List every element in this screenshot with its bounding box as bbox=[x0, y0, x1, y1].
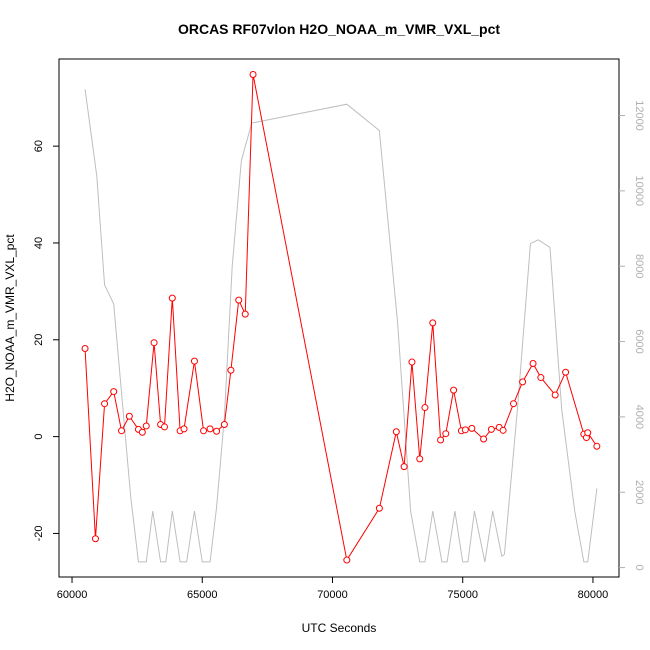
data-point bbox=[437, 436, 445, 444]
data-point bbox=[421, 404, 429, 412]
data-point bbox=[537, 374, 545, 382]
data-point bbox=[138, 428, 146, 436]
secondary-series-line bbox=[84, 89, 598, 563]
y-tick-label: 0 bbox=[33, 434, 45, 440]
data-point bbox=[442, 430, 450, 438]
data-point bbox=[101, 400, 109, 408]
data-point bbox=[91, 535, 99, 543]
data-point bbox=[180, 425, 188, 433]
y2-tick-label: 4000 bbox=[633, 405, 645, 429]
y2-tick-label: 10000 bbox=[633, 176, 645, 207]
x-tick-label: 80000 bbox=[578, 589, 609, 601]
y-axis-label: H2O_NOAA_m_VMR_VXL_pct bbox=[3, 234, 17, 402]
data-point bbox=[241, 310, 249, 318]
chart-title: ORCAS RF07vlon H2O_NOAA_m_VMR_VXL_pct bbox=[178, 21, 500, 37]
y-tick-label: 40 bbox=[33, 237, 45, 249]
data-point bbox=[220, 421, 228, 429]
x-tick-label: 65000 bbox=[187, 589, 218, 601]
axes: 60000 65000 70000 75000 80000 -20 0 20 40 60 0 2000… bbox=[33, 100, 645, 601]
data-point bbox=[416, 455, 424, 463]
data-point bbox=[551, 391, 559, 399]
data-point bbox=[450, 386, 458, 394]
y-tick-label: -20 bbox=[33, 525, 45, 541]
data-point bbox=[529, 360, 537, 368]
data-point bbox=[110, 388, 118, 396]
data-point bbox=[125, 412, 133, 420]
x-tick-label: 70000 bbox=[317, 589, 348, 601]
y2-tick-label: 8000 bbox=[633, 254, 645, 278]
data-point bbox=[81, 344, 89, 352]
data-point bbox=[429, 319, 437, 327]
x-tick-label: 60000 bbox=[57, 589, 88, 601]
plot-frame bbox=[58, 58, 620, 578]
y2-tick-label: 6000 bbox=[633, 329, 645, 353]
x-axis-label: UTC Seconds bbox=[302, 621, 377, 635]
data-point bbox=[160, 423, 168, 431]
y-tick-label: 20 bbox=[33, 334, 45, 346]
y2-tick-label: 0 bbox=[633, 565, 645, 571]
data-point bbox=[584, 429, 592, 437]
data-point bbox=[593, 442, 601, 450]
data-point bbox=[200, 427, 208, 435]
data-point bbox=[206, 425, 214, 433]
data-point bbox=[190, 357, 198, 365]
data-point bbox=[519, 378, 527, 386]
x-tick-label: 75000 bbox=[447, 589, 478, 601]
data-point bbox=[499, 426, 507, 434]
data-point bbox=[235, 296, 243, 304]
data-point bbox=[562, 368, 570, 376]
data-point bbox=[249, 70, 257, 78]
data-point bbox=[375, 504, 383, 512]
data-point bbox=[480, 435, 488, 443]
data-point bbox=[510, 400, 518, 408]
data-point bbox=[392, 428, 400, 436]
plot-area bbox=[58, 58, 620, 578]
data-point bbox=[461, 426, 469, 434]
data-point bbox=[468, 424, 476, 432]
data-point bbox=[487, 425, 495, 433]
data-point bbox=[408, 358, 416, 366]
data-point bbox=[343, 556, 351, 564]
data-point bbox=[213, 427, 221, 435]
data-point bbox=[227, 366, 235, 374]
data-point bbox=[168, 294, 176, 302]
data-point bbox=[150, 339, 158, 347]
y2-tick-label: 12000 bbox=[633, 100, 645, 131]
data-point bbox=[118, 427, 126, 435]
data-point bbox=[400, 463, 408, 471]
primary-series-line bbox=[84, 74, 598, 562]
data-point bbox=[142, 422, 150, 430]
y2-tick-label: 2000 bbox=[633, 480, 645, 504]
y-tick-label: 60 bbox=[33, 140, 45, 152]
